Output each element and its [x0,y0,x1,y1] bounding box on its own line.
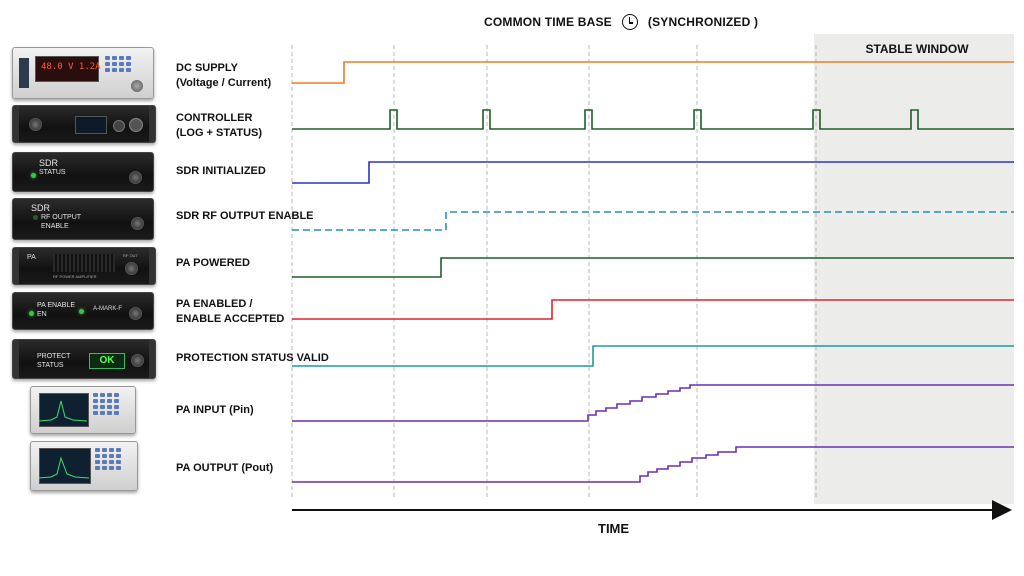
label-line: CONTROLLER [176,112,253,124]
sdr-rf-enable-trace [292,211,1014,231]
clock-icon [621,14,638,30]
device-text: RF POWER AMPLIFIER [53,274,97,279]
label-pa-input: PA INPUT (Pin) [176,403,254,418]
pa-enabled-trace [292,299,1014,320]
device-text: ENABLE [41,223,69,230]
sdr-rf-icon: SDR RF OUTPUT ENABLE [12,198,154,240]
label-line: SDR INITIALIZED [176,165,266,177]
device-text: RF OUTPUT [41,214,82,221]
analyzer-icon [30,386,136,434]
pa-input-trace [292,384,1014,422]
label-line: PA OUTPUT (Pout) [176,462,274,474]
label-sdr-initialized: SDR INITIALIZED [176,164,266,179]
label-line: PROTECTION STATUS VALID [176,352,329,364]
spectrum-trace-icon [39,400,87,422]
pa-icon: PA RF POWER AMPLIFIER RF OUT [12,247,156,285]
pa-powered-trace [292,257,1014,278]
controller-icon [12,105,156,143]
label-dc-supply: DC SUPPLY (Voltage / Current) [176,61,271,91]
time-base-header: COMMON TIME BASE (SYNCHRONIZED ) [484,14,758,30]
label-line: (LOG + STATUS) [176,127,263,139]
label-line: PA POWERED [176,257,250,269]
label-line: PA INPUT (Pin) [176,404,254,416]
time-axis-label: TIME [598,521,630,536]
label-protection-status: PROTECTION STATUS VALID [176,351,329,366]
power-supply-icon: 48.0 V 1.2A [12,47,154,99]
time-base-title: COMMON TIME BASE [484,15,612,29]
device-text: RF OUT [123,253,138,258]
label-controller: CONTROLLER (LOG + STATUS) [176,111,262,141]
sync-label: (SYNCHRONIZED ) [647,15,759,29]
ok-display: OK [89,353,125,369]
sync-gridlines [291,45,817,500]
label-pa-powered: PA POWERED [176,256,250,271]
device-text: EN [37,311,47,318]
device-text: SDR [39,158,59,168]
sdr-initialized-trace [292,161,1014,184]
label-sdr-rf-enable: SDR RF OUTPUT ENABLE [176,209,314,224]
spectrum-trace-icon [39,456,89,479]
dc-supply-trace [292,61,1014,84]
label-line: DC SUPPLY [176,62,238,74]
stable-window-region [814,34,1014,504]
protection-status-trace [292,345,1014,367]
sdr-icon: SDR STATUS [12,152,154,192]
label-line: SDR RF OUTPUT ENABLE [176,210,314,222]
pa-enable-icon: PA ENABLE EN A-MARK-F [12,292,154,330]
pa-output-trace [292,446,1014,483]
label-line: ENABLE ACCEPTED [176,313,285,325]
label-pa-output: PA OUTPUT (Pout) [176,461,273,476]
controller-trace [292,109,1014,130]
label-pa-enabled: PA ENABLED / ENABLE ACCEPTED [176,297,284,327]
device-text: STATUS [37,362,64,369]
label-line: (Voltage / Current) [176,77,272,89]
protect-icon: PROTECT STATUS OK [12,339,156,379]
device-text: PA ENABLE [37,302,76,309]
stable-window-label: STABLE WINDOW [865,42,969,56]
label-line: PA ENABLED / [176,298,253,310]
device-text: PA [27,254,36,261]
analyzer-icon [30,441,138,491]
device-text: A-MARK-F [93,306,122,312]
device-text: PROTECT [37,353,71,360]
device-text: STATUS [39,169,66,176]
device-text: SDR [31,203,51,213]
